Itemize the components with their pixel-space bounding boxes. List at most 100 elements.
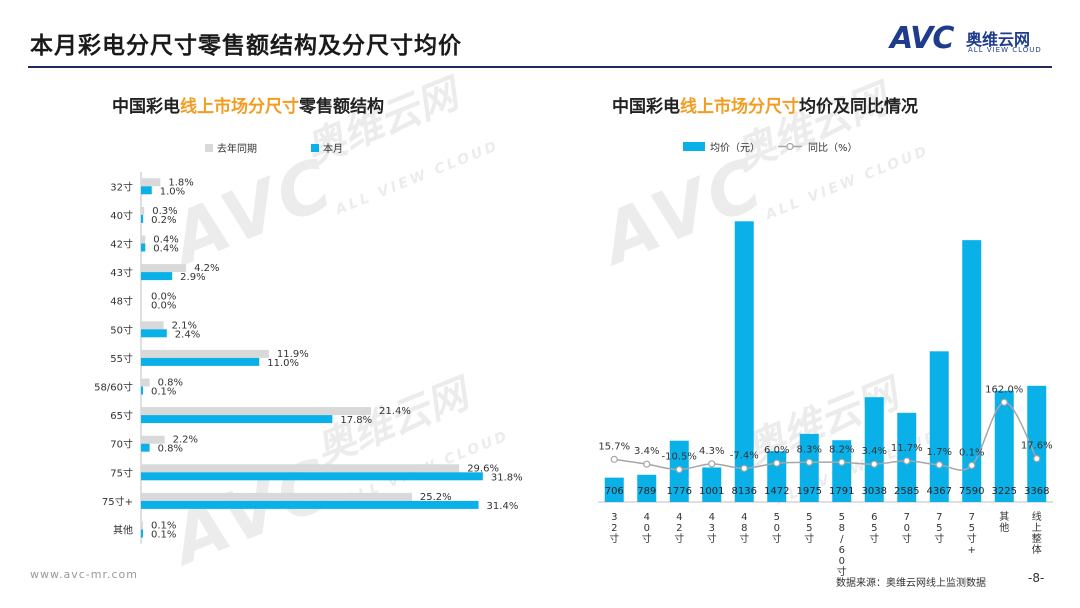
left-label-cur: 2.4% <box>175 329 200 340</box>
left-label-cur: 11.0% <box>267 358 299 369</box>
right-category-char: 寸 <box>609 532 619 545</box>
right-bar-label: 8136 <box>732 486 757 497</box>
page-title: 本月彩电分尺寸零售额结构及分尺寸均价 <box>30 33 462 59</box>
right-category-char: 体 <box>1032 544 1042 556</box>
left-category-label: 42寸 <box>110 238 133 251</box>
right-category-char: 5 <box>774 512 780 523</box>
avc-logo: AVC 奥维云网 ALL VIEW CLOUD <box>890 21 1060 56</box>
right-category-char: 3 <box>611 512 617 523</box>
left-bar-cur <box>141 443 150 452</box>
left-label-cur: 2.9% <box>180 272 205 283</box>
footer-url: www.avc-mr.com <box>30 568 138 581</box>
right-yoy-label: 6.0% <box>764 445 789 456</box>
right-category-char: 0 <box>904 523 910 534</box>
left-bar-cur <box>141 386 143 395</box>
legend-bar-swatch <box>683 142 705 151</box>
left-category-label: 75寸 <box>110 466 133 479</box>
right-category-char: 寸 <box>869 532 879 545</box>
right-yoy-marker <box>838 458 846 466</box>
right-yoy-marker <box>1000 398 1008 406</box>
right-category-char: 5 <box>806 512 812 523</box>
left-chart-title: 中国彩电线上市场分尺寸零售额结构 <box>112 92 384 117</box>
right-category-char: 5 <box>969 523 975 534</box>
title-divider <box>28 66 1052 68</box>
right-category-char: 5 <box>936 523 942 534</box>
right-category-char: 寸 <box>642 532 652 545</box>
right-yoy-marker <box>968 461 976 470</box>
left-label-cur: 31.8% <box>491 472 523 483</box>
left-bar-prev <box>141 235 146 244</box>
right-category-char: 0 <box>774 523 780 534</box>
right-yoy-marker <box>870 460 878 468</box>
right-category-char: 2 <box>676 523 682 534</box>
right-category-char: 0 <box>839 556 845 567</box>
legend-cur-label: 本月 <box>323 142 343 155</box>
right-category-char: 4 <box>741 512 747 523</box>
right-yoy-label: -7.4% <box>730 450 759 461</box>
left-label-prev: 29.6% <box>467 463 499 474</box>
right-category-char: 6 <box>839 545 845 556</box>
left-label-cur: 0.1% <box>151 530 176 541</box>
right-category-char: / <box>840 534 844 545</box>
left-label-cur: 31.4% <box>487 501 519 512</box>
legend-prev-swatch <box>205 144 213 152</box>
right-category-char: 2 <box>611 523 617 534</box>
right-yoy-marker <box>805 458 813 466</box>
left-title-part-2: 线上市场分尺寸 <box>180 97 299 117</box>
left-bar-cur <box>141 357 260 366</box>
right-category-char: 寸 <box>804 532 814 545</box>
right-yoy-marker <box>773 459 781 467</box>
left-label-cur: 1.0% <box>160 186 185 197</box>
left-bar-cur <box>141 500 479 509</box>
left-label-cur: 0.8% <box>158 444 183 455</box>
left-label-cur: 17.8% <box>340 415 372 426</box>
left-bar-cur <box>141 243 146 252</box>
left-bar-prev <box>141 264 187 273</box>
right-category-char: 其 <box>999 511 1009 523</box>
right-category-char: 寸 <box>772 532 782 545</box>
right-chart-title: 中国彩电线上市场分尺寸均价及同比情况 <box>612 92 918 117</box>
right-category-char: 寸 <box>967 532 977 545</box>
right-title-part-3: 均价及同比情况 <box>799 97 918 117</box>
page-number: -8- <box>1028 571 1045 585</box>
left-category-label: 65寸 <box>110 409 133 422</box>
left-bar-prev <box>141 321 164 330</box>
right-category-char: + <box>968 545 976 556</box>
left-label-cur: 0.2% <box>151 215 176 226</box>
left-label-prev: 0.1% <box>151 521 176 532</box>
right-yoy-label: 3.4% <box>634 446 659 457</box>
left-label-prev: 2.2% <box>173 435 198 446</box>
left-bar-prev <box>141 206 145 215</box>
legend-line-label: 同比（%） <box>808 142 858 154</box>
left-label-prev: 1.8% <box>168 177 193 188</box>
left-bar-prev <box>141 178 161 187</box>
right-yoy-label: 1.7% <box>927 447 952 458</box>
right-yoy-marker <box>708 460 716 468</box>
right-bar <box>1027 385 1047 502</box>
right-category-char: 寸 <box>707 532 717 545</box>
right-category-char: 寸 <box>837 565 847 578</box>
legend-cur-swatch <box>311 144 319 152</box>
left-bar-prev <box>141 407 372 416</box>
footer-source: 数据来源：奥维云网线上监测数据 <box>836 578 986 589</box>
right-yoy-marker <box>740 464 748 472</box>
right-bar-label: 706 <box>605 486 624 497</box>
right-bar <box>864 397 884 502</box>
right-yoy-label: 11.7% <box>891 443 923 454</box>
legend-prev-label: 去年同期 <box>217 142 257 155</box>
left-bar-prev <box>141 349 269 358</box>
left-label-cur: 0.0% <box>151 301 176 312</box>
right-bar-label: 1791 <box>829 486 854 497</box>
left-label-cur: 0.4% <box>153 244 178 255</box>
right-category-char: 线 <box>1032 510 1042 523</box>
legend-bar-label: 均价（元） <box>710 142 760 154</box>
right-yoy-marker <box>675 465 683 474</box>
logo-avc-text: AVC <box>890 21 954 56</box>
right-category-char: 3 <box>709 523 715 534</box>
logo-cn-text: 奥维云网 <box>966 30 1031 49</box>
left-label-prev: 0.4% <box>153 235 178 246</box>
left-bar-cur <box>141 472 483 481</box>
right-category-char: 4 <box>709 512 715 523</box>
left-bar-cur <box>141 272 173 281</box>
